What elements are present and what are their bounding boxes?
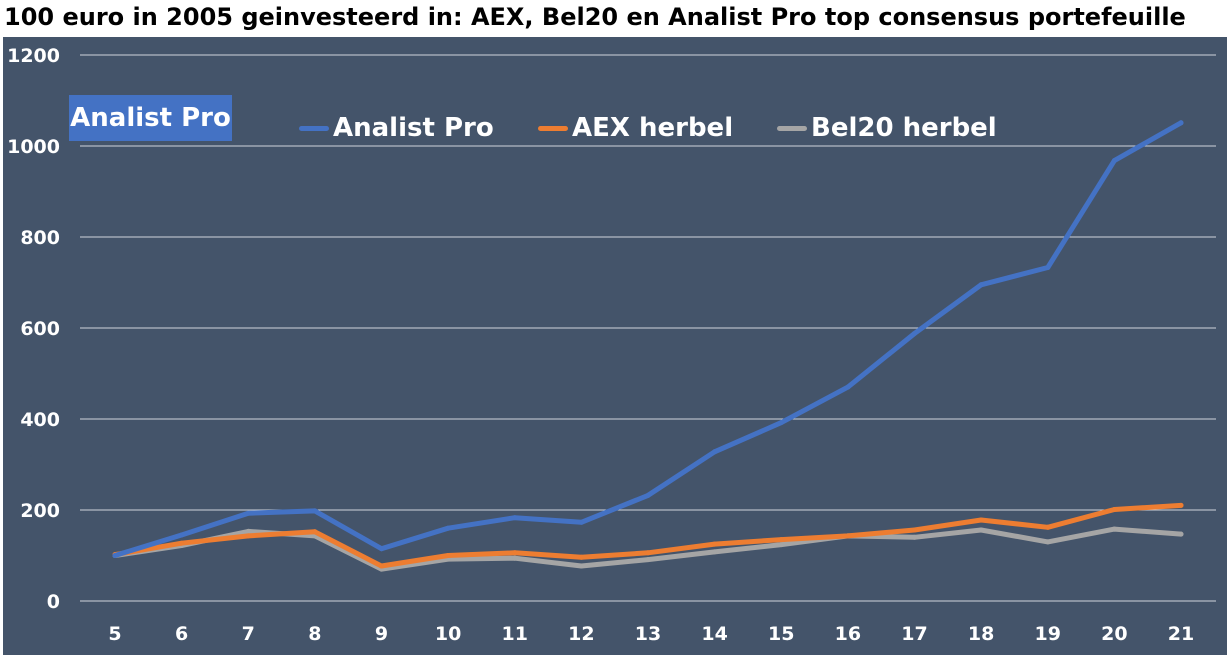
data-point-analist-pro <box>379 546 384 552</box>
data-point-aex-herbel <box>978 517 984 523</box>
legend-swatch-bel20-herbel <box>777 126 807 131</box>
chart-panel: 0 200 400 600 800 1000 1200 5 6 7 8 9 10 11 12 13 14 15 1… <box>3 37 1227 655</box>
x-tick-label: 21 <box>1168 623 1194 645</box>
data-point-aex-herbel <box>179 540 185 546</box>
data-point-analist-pro <box>978 282 984 288</box>
x-tick-label: 18 <box>968 623 994 645</box>
data-point-bel20-herbel <box>978 527 984 533</box>
y-tick-label: 600 <box>20 318 60 340</box>
data-point-bel20-herbel <box>1045 539 1051 545</box>
data-point-aex-herbel <box>379 563 384 569</box>
data-point-analist-pro <box>245 510 251 516</box>
data-point-aex-herbel <box>578 554 584 560</box>
data-point-analist-pro <box>445 525 451 531</box>
data-point-analist-pro <box>179 532 185 538</box>
data-point-analist-pro <box>512 515 518 521</box>
data-point-analist-pro <box>1045 265 1051 270</box>
data-point-aex-herbel <box>1178 502 1184 508</box>
x-tick-label: 19 <box>1035 623 1061 645</box>
y-tick-label: 0 <box>47 591 60 613</box>
x-axis-ticks: 5 6 7 8 9 10 11 12 13 14 15 16 17 18 19 20 21 <box>108 623 1194 645</box>
data-point-bel20-herbel <box>512 555 518 561</box>
data-point-aex-herbel <box>645 550 651 556</box>
x-tick-label: 15 <box>768 623 794 645</box>
data-point-bel20-herbel <box>912 534 917 540</box>
data-point-aex-herbel <box>1111 507 1117 512</box>
series-lines <box>112 120 1184 572</box>
data-point-bel20-herbel <box>1178 531 1184 537</box>
x-tick-label: 11 <box>502 623 528 645</box>
x-tick-label: 12 <box>568 623 594 645</box>
data-point-aex-herbel <box>1045 524 1051 530</box>
x-tick-label: 17 <box>901 623 927 645</box>
data-point-aex-herbel <box>512 550 518 556</box>
x-tick-label: 10 <box>435 623 461 645</box>
x-tick-label: 13 <box>635 623 661 645</box>
data-point-bel20-herbel <box>245 528 251 534</box>
page-title: 100 euro in 2005 geinvesteerd in: AEX, B… <box>4 3 1186 31</box>
data-point-bel20-herbel <box>578 563 584 569</box>
x-tick-label: 7 <box>242 623 255 645</box>
data-point-aex-herbel <box>778 537 784 543</box>
data-point-aex-herbel <box>912 527 917 533</box>
data-point-analist-pro <box>1178 120 1184 126</box>
data-point-aex-herbel <box>712 541 718 547</box>
y-tick-label: 1000 <box>7 136 60 158</box>
x-tick-label: 9 <box>375 623 388 645</box>
data-point-aex-herbel <box>845 533 851 539</box>
data-point-analist-pro <box>645 492 651 498</box>
x-tick-label: 20 <box>1101 623 1127 645</box>
legend-swatch-analist-pro <box>299 126 329 131</box>
legend-label-analist-pro: Analist Pro <box>333 113 494 143</box>
x-tick-label: 8 <box>308 623 321 645</box>
legend-label-bel20-herbel: Bel20 herbel <box>811 113 997 143</box>
data-point-analist-pro <box>712 449 718 455</box>
data-point-analist-pro <box>312 508 318 514</box>
legend-swatch-aex-herbel <box>538 126 568 131</box>
data-point-aex-herbel <box>445 553 451 558</box>
x-tick-label: 14 <box>701 623 727 645</box>
legend-label-aex-herbel: AEX herbel <box>572 113 734 143</box>
y-tick-label: 800 <box>20 227 60 249</box>
x-tick-label: 5 <box>108 623 121 645</box>
data-point-aex-herbel <box>312 529 318 535</box>
y-tick-label: 400 <box>20 409 60 431</box>
data-point-analist-pro <box>845 384 851 390</box>
data-point-bel20-herbel <box>778 542 784 548</box>
data-point-analist-pro <box>1111 158 1117 164</box>
y-tick-label: 1200 <box>7 45 60 67</box>
x-tick-label: 16 <box>835 623 861 645</box>
data-point-bel20-herbel <box>712 549 718 555</box>
y-tick-label: 200 <box>20 500 60 522</box>
line-chart: 0 200 400 600 800 1000 1200 5 6 7 8 9 10 11 12 13 14 15 1… <box>7 45 1216 645</box>
data-point-bel20-herbel <box>645 557 651 563</box>
data-point-analist-pro <box>912 331 917 336</box>
data-point-analist-pro <box>778 420 784 426</box>
x-tick-label: 6 <box>175 623 188 645</box>
series-line-analist-pro <box>112 120 1184 558</box>
data-point-bel20-herbel <box>1111 526 1117 532</box>
data-point-analist-pro <box>112 553 118 558</box>
data-point-analist-pro <box>578 519 584 525</box>
data-point-aex-herbel <box>245 533 251 539</box>
y-axis-ticks: 0 200 400 600 800 1000 1200 <box>7 45 60 613</box>
analist-pro-badge: Analist Pro <box>69 95 232 141</box>
